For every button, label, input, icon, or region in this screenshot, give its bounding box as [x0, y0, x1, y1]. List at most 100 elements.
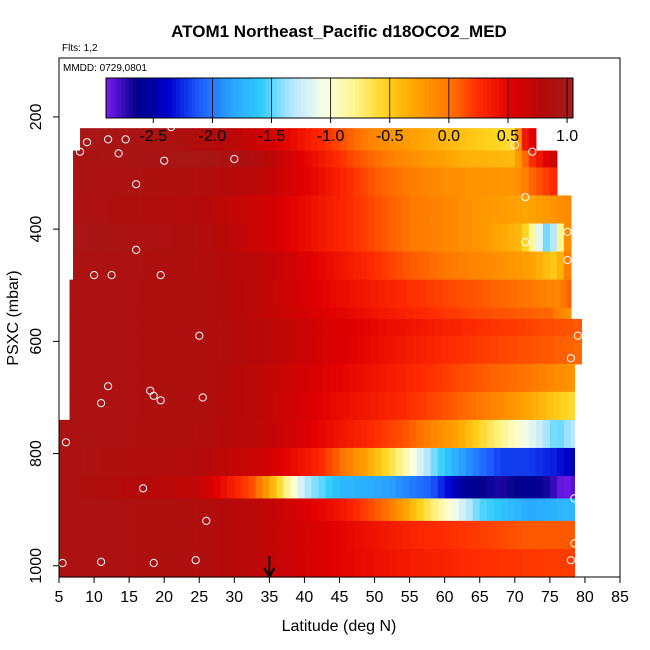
heat-cell [332, 223, 341, 253]
sample-point [563, 227, 572, 236]
heat-cell [360, 476, 369, 500]
heat-cell [500, 128, 509, 152]
heat-cell [122, 223, 130, 253]
heat-cell [300, 363, 309, 393]
heat-cell [528, 195, 537, 225]
heat-cell [353, 150, 362, 169]
heat-cell [437, 476, 446, 500]
heat-cell [371, 279, 379, 309]
heat-cell [486, 498, 495, 522]
heat-cell [118, 335, 127, 365]
heat-cell [332, 419, 341, 449]
heat-cell [546, 307, 554, 320]
heat-cell [469, 318, 477, 337]
heatmap-cells [59, 128, 583, 578]
heat-cell [343, 307, 351, 320]
colorbar-segment [397, 78, 403, 118]
heat-cell [549, 223, 558, 253]
heat-cell [297, 548, 306, 578]
heat-cell [276, 548, 284, 578]
colorbar-segment [316, 78, 321, 118]
heat-cell [160, 335, 169, 365]
heat-cell [290, 195, 299, 225]
heat-cell [332, 128, 341, 152]
heat-cell [160, 307, 169, 320]
heat-cell [311, 447, 320, 477]
heat-cell [406, 391, 414, 421]
heat-cell [483, 391, 491, 421]
heat-cell [293, 318, 302, 337]
heat-cell [374, 128, 383, 152]
heat-cell [413, 363, 421, 393]
heat-cell [381, 447, 390, 477]
heat-cell [328, 307, 337, 320]
heat-cell [199, 476, 207, 500]
heat-cell [276, 476, 284, 500]
heat-cell [350, 279, 358, 309]
heat-cell [574, 318, 583, 337]
heat-cell [115, 419, 123, 449]
heat-cell [101, 520, 109, 550]
heat-cell [244, 279, 253, 309]
heat-cell [314, 307, 323, 320]
heat-cell [542, 447, 551, 477]
x-tick-label: 10 [85, 589, 103, 606]
sample-point [104, 382, 113, 391]
heat-cell [199, 548, 207, 578]
heat-cell [462, 279, 470, 309]
heat-cell [237, 363, 246, 393]
heat-cell [409, 251, 418, 281]
heat-cell [94, 498, 102, 522]
heat-cell [328, 279, 337, 309]
sample-point [160, 156, 169, 165]
heat-cell [272, 307, 281, 320]
heat-cell [399, 363, 407, 393]
heat-cell [66, 520, 74, 550]
heat-cell [80, 476, 88, 500]
heat-cell [563, 195, 572, 225]
heat-cell [381, 195, 390, 225]
heat-cell [262, 548, 270, 578]
sample-point [198, 393, 207, 402]
flights-info: Flts: 1,2 [62, 43, 98, 54]
heat-cell [357, 279, 365, 309]
heat-cell [164, 128, 172, 152]
heat-cell [451, 223, 460, 253]
heat-cell [444, 476, 453, 500]
heat-cell [129, 223, 137, 253]
heat-cell [87, 476, 95, 500]
heat-cell [129, 548, 137, 578]
heat-cell [206, 548, 214, 578]
heat-cell [195, 335, 204, 365]
heat-cell [237, 307, 246, 320]
heat-cell [486, 167, 495, 197]
heat-cell [101, 251, 109, 281]
heat-cell [479, 419, 488, 449]
heat-cell [567, 391, 576, 421]
heat-cell [80, 167, 88, 197]
colorbar-segment [471, 78, 477, 118]
heat-cell [346, 128, 355, 152]
heat-cell [374, 548, 383, 578]
heat-cell [73, 195, 81, 225]
heat-cell [328, 363, 337, 393]
heat-cell [374, 150, 383, 169]
heat-cell [80, 548, 88, 578]
heat-cell [241, 419, 249, 449]
heat-cell [437, 128, 446, 152]
heat-cell [430, 476, 439, 500]
colorbar-segment [343, 78, 348, 118]
x-tick-label: 25 [190, 589, 208, 606]
heat-cell [234, 167, 242, 197]
heat-cell [321, 391, 330, 421]
heat-cell [388, 476, 397, 500]
heat-cell [153, 279, 162, 309]
heat-cell [136, 195, 144, 225]
colorbar-segment [152, 78, 158, 118]
heat-cell [528, 548, 537, 578]
heat-cell [465, 195, 474, 225]
heat-cell [514, 419, 523, 449]
heat-cell [409, 150, 418, 169]
heat-cell [122, 548, 130, 578]
colorbar-segment [144, 78, 150, 118]
